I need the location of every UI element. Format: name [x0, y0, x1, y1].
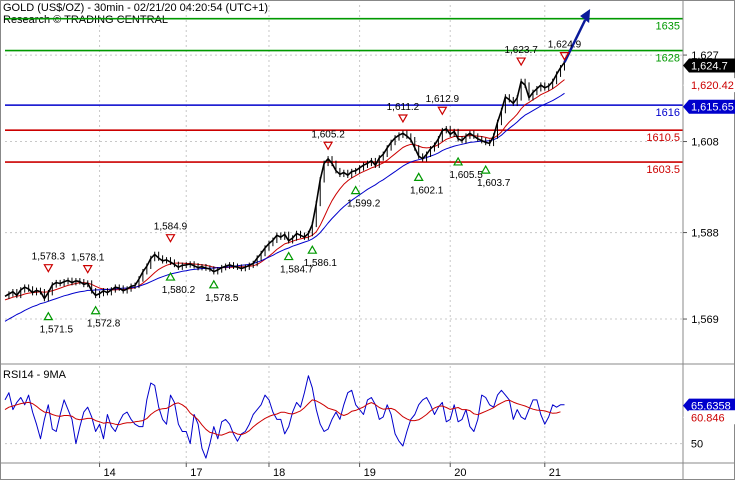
y-tick-label: 1,588: [691, 228, 719, 240]
swing-low-label: 1,571.5: [40, 325, 74, 336]
rsi-ma-value-tag-bg: [683, 410, 735, 425]
swing-high-label: 1,578.1: [71, 253, 105, 264]
swing-low-label: 1,580.2: [162, 285, 196, 296]
chart-subtitle: Research © TRADING CENTRAL: [3, 14, 168, 26]
current-price-tag-bg: [683, 58, 735, 73]
price-tag-support-bg: [683, 78, 735, 93]
swing-low-marker: [453, 156, 464, 166]
swing-low-label: 1,602.1: [410, 185, 444, 196]
swing-high-label: 1,611.2: [387, 102, 420, 113]
swing-low-label: 1,586.1: [304, 258, 338, 269]
y-tick-label: 1,608: [691, 137, 719, 149]
swing-low-label: 1,603.7: [477, 178, 511, 189]
level-label-support: 1603.5: [646, 164, 680, 176]
swing-low-marker: [413, 172, 424, 181]
price-tag-support-label: 1,620.42: [691, 80, 734, 92]
swing-high-marker: [323, 141, 334, 151]
swing-high-marker: [165, 234, 176, 243]
swing-low-marker: [283, 251, 294, 261]
series-line-price: [4, 61, 566, 300]
x-tick-label: 18: [273, 467, 285, 479]
swing-low-marker: [43, 311, 54, 321]
swing-high-label: 1,584.9: [154, 222, 188, 233]
swing-high-marker: [559, 52, 570, 61]
forecast-arrowhead: [580, 9, 591, 24]
swing-low-label: 1,584.7: [280, 265, 314, 276]
rsi-ma-value-tag-label: 60.846: [691, 412, 725, 424]
swing-high-label: 1,605.2: [311, 129, 345, 140]
rsi-title: RSI14 - 9MA: [3, 369, 66, 381]
swing-high-label: 1,624.9: [548, 40, 582, 51]
swing-low-label: 1,578.5: [205, 293, 239, 304]
swing-low-marker: [90, 305, 101, 315]
swing-low-marker: [480, 164, 491, 174]
x-tick-label: 17: [190, 467, 202, 479]
swing-high-marker: [437, 106, 448, 116]
series-line-ma_slow: [4, 92, 565, 322]
swing-high-label: 1,612.9: [426, 94, 460, 105]
y-tick-label: 1,569: [691, 314, 719, 326]
price-tag-pivot-bg: [683, 99, 735, 114]
level-label-resistance: 1635: [656, 21, 680, 33]
swing-high-label: 1,623.7: [504, 45, 538, 56]
level-label-resistance: 1628: [656, 53, 680, 65]
swing-low-label: 1,572.8: [87, 319, 121, 330]
level-label-pivot: 1616: [656, 107, 680, 119]
x-tick-label: 21: [549, 467, 561, 479]
swing-low-marker: [350, 185, 361, 195]
swing-high-marker: [516, 57, 527, 67]
rsi-value-tag-label: 65.6358: [691, 401, 731, 413]
forecast-arrow-line: [563, 19, 587, 63]
swing-high-marker: [43, 264, 54, 273]
x-tick-label: 19: [364, 467, 376, 479]
swing-high-marker: [397, 114, 408, 124]
rsi-value-tag-bg: [683, 398, 735, 413]
x-tick-label: 14: [104, 467, 116, 479]
swing-high-marker: [82, 265, 93, 274]
swing-high-label: 1,578.3: [32, 252, 66, 263]
swing-low-label: 1,605.5: [449, 170, 483, 181]
rsi-tick-label: 50: [691, 439, 703, 451]
chart-title: GOLD (US$/OZ) - 30min - 02/21/20 04:20:5…: [3, 2, 269, 14]
rsi-series-ma: [4, 399, 561, 436]
swing-low-marker: [165, 271, 176, 281]
level-label-support: 1610.5: [646, 132, 680, 144]
series-line-ma_fast: [4, 79, 565, 301]
rsi-series-rsi: [4, 375, 565, 459]
price-tag-pivot-label: 1,615.65: [691, 102, 734, 114]
x-tick-label: 20: [454, 467, 466, 479]
swing-low-marker: [208, 279, 219, 289]
swing-low-label: 1,599.2: [347, 199, 381, 210]
swing-low-marker: [307, 245, 318, 254]
current-price-tag-label: 1,624.7: [691, 61, 728, 73]
